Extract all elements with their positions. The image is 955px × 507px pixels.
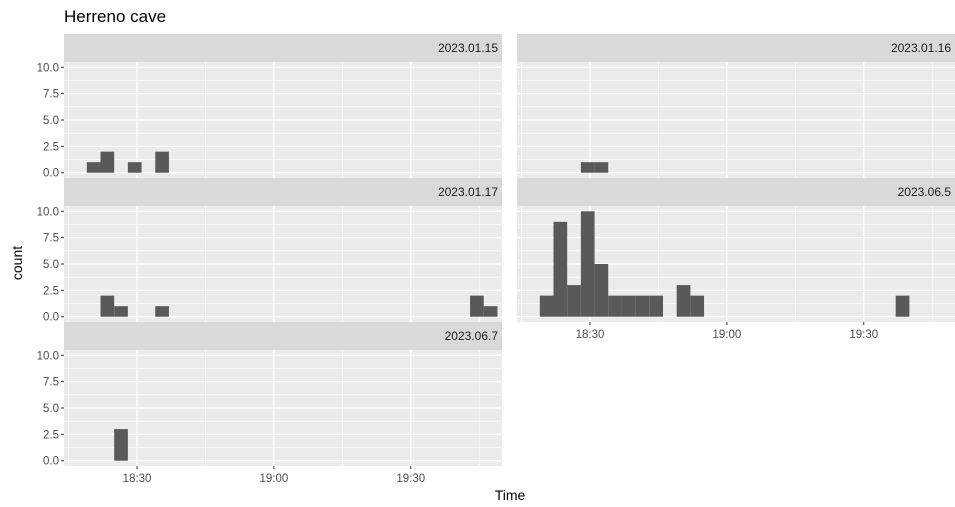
facet-strip: [517, 34, 955, 62]
histogram-bar: [100, 295, 115, 317]
x-axis-title: Time: [495, 487, 526, 503]
histogram-bar: [127, 162, 142, 173]
histogram-bar: [635, 295, 650, 317]
facet-panel: 2023.01.15 0.0 2.5 5.0 7.5 10.0: [37, 34, 502, 180]
facet-panel: 2023.01.16: [517, 34, 955, 178]
facet-strip-label: 2023.01.17: [438, 185, 498, 199]
facet-strip-label: 2023.06.5: [898, 185, 952, 199]
histogram-bar: [594, 162, 609, 173]
x-tick-label: 19:00: [712, 329, 741, 341]
y-tick-label: 0.0: [43, 456, 59, 468]
x-tick-label: 19:00: [259, 473, 288, 485]
histogram-bar: [470, 295, 484, 317]
histogram-bar: [114, 306, 128, 317]
histogram-bar: [483, 306, 498, 317]
histogram-bar: [676, 285, 691, 317]
y-tick-label: 7.5: [43, 89, 59, 101]
histogram-bar: [621, 295, 636, 317]
facet-panel: 2023.06.5 18:30 19:00 19:30: [517, 178, 955, 341]
histogram-bar: [580, 162, 595, 173]
histogram-bar: [649, 295, 663, 317]
y-tick-label: 2.5: [43, 429, 59, 441]
facet-strip-label: 2023.06.7: [445, 329, 499, 343]
y-axis-title: count: [9, 246, 25, 280]
histogram-bar: [86, 162, 101, 173]
histogram-bar: [594, 264, 609, 317]
y-tick-label: 5.0: [43, 403, 59, 415]
y-tick-label: 10.0: [37, 206, 59, 218]
y-tick-label: 2.5: [43, 285, 59, 297]
histogram-bar: [580, 211, 595, 317]
x-tick-label: 18:30: [123, 473, 152, 485]
histogram-bar: [553, 221, 568, 317]
histogram-bar: [155, 306, 169, 317]
facet-strip: [517, 178, 955, 206]
histogram-bar: [100, 151, 115, 173]
y-tick-label: 0.0: [43, 168, 59, 180]
histogram-bar: [690, 295, 705, 317]
facet-strip: [64, 178, 502, 206]
histogram-bar: [608, 295, 622, 317]
facet-strip: [64, 34, 502, 62]
x-tick-label: 19:30: [396, 473, 425, 485]
facet-strip-label: 2023.01.15: [438, 41, 498, 55]
x-tick-label: 19:30: [849, 329, 878, 341]
y-tick-label: 7.5: [43, 233, 59, 245]
facet-strip: [64, 322, 502, 350]
y-tick-label: 2.5: [43, 141, 59, 153]
facet-strip-label: 2023.01.16: [891, 41, 951, 55]
y-tick-label: 10.0: [37, 62, 59, 74]
x-tick-label: 18:30: [576, 329, 605, 341]
y-tick-label: 0.0: [43, 312, 59, 324]
histogram-bar: [539, 295, 554, 317]
y-tick-label: 10.0: [37, 350, 59, 362]
y-tick-label: 5.0: [43, 115, 59, 127]
histogram-bar: [895, 295, 910, 317]
histogram-bar: [567, 285, 581, 317]
facet-panels: 2023.01.15 0.0 2.5 5.0 7.5 10.0 2023.01.16 2023…: [37, 34, 955, 485]
facet-panel: 2023.01.17 0.0 2.5 5.0 7.5 10.0: [37, 178, 502, 324]
facet-panel: 2023.06.7 0.0 2.5 5.0 7.5 10.0 18:30 19:00 19:30: [37, 322, 502, 485]
y-tick-label: 7.5: [43, 377, 59, 389]
y-tick-label: 5.0: [43, 259, 59, 271]
histogram-bar: [155, 151, 169, 173]
chart-title: Herreno cave: [64, 7, 166, 26]
histogram-bar: [114, 429, 128, 461]
